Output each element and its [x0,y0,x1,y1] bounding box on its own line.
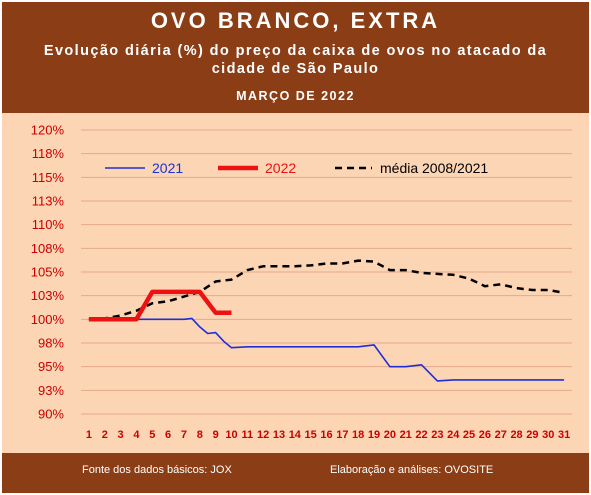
y-tick-label: 115% [32,170,65,185]
x-tick-label: 14 [289,429,302,441]
y-tick-label: 90% [38,407,64,422]
chart-subtitle: Evolução diária (%) do preço da caixa de… [43,43,548,77]
y-tick-label: 105% [31,265,65,280]
x-tick-label: 5 [149,429,155,441]
x-tick-label: 19 [368,429,380,441]
x-tick-label: 6 [165,429,171,441]
credit-text: Elaboração e análises: OVOSITE [330,464,494,476]
legend: 2021 2022 média 2008/2021 [105,160,488,176]
x-tick-label: 20 [384,429,396,441]
x-tick-label: 18 [352,429,364,441]
x-tick-label: 17 [336,429,348,441]
x-tick-label: 22 [415,429,427,441]
series-lines [88,259,565,382]
y-tick-label: 98% [38,336,64,351]
legend-label: 2022 [265,160,296,176]
y-tick-label: 103% [31,288,65,303]
x-tick-label: 31 [558,429,570,441]
legend-label: média 2008/2021 [380,160,488,176]
series-line [88,317,565,382]
x-tick-label: 23 [431,429,443,441]
x-tick-label: 15 [305,429,317,441]
x-tick-label: 4 [133,429,140,441]
x-tick-label: 25 [463,429,475,441]
x-axis-ticks: 1 2 3 4 5 6 7 8 9 10 11 12 13 14 15 16 17 18 19 20 21 22 23 24 2… [86,429,570,441]
x-tick-label: 2 [102,429,108,441]
y-tick-label: 120% [31,123,65,138]
chart-title: OVO BRANCO, EXTRA [150,8,441,33]
x-tick-label: 26 [479,429,491,441]
x-tick-label: 29 [526,429,538,441]
x-tick-label: 16 [320,429,332,441]
x-tick-label: 3 [118,429,124,441]
y-tick-label: 93% [38,383,64,398]
y-tick-label: 113% [32,194,65,209]
x-tick-label: 21 [400,429,412,441]
data-source: Fonte dos dados básicos: JOX [82,464,232,476]
y-tick-label: 108% [31,241,65,256]
chart-header: OVO BRANCO, EXTRA Evolução diária (%) do… [2,2,589,113]
x-tick-label: 27 [495,429,507,441]
chart-period: MARÇO DE 2022 [236,89,355,103]
x-tick-label: 1 [86,429,92,441]
x-tick-label: 30 [542,429,554,441]
grid-lines [81,129,572,415]
series-line [88,259,565,321]
x-tick-label: 9 [213,429,219,441]
x-tick-label: 10 [225,429,237,441]
series-line [88,289,232,322]
x-tick-label: 7 [181,429,187,441]
legend-label: 2021 [152,160,183,176]
y-tick-label: 110% [32,217,65,232]
y-axis-ticks: 90% 93% 95% 98% 100% 103% 105% 108% 110% 113% 115%… [31,123,65,422]
x-tick-label: 8 [197,429,203,441]
y-tick-label: 100% [31,312,65,327]
x-tick-label: 11 [241,429,253,441]
x-tick-label: 12 [257,429,269,441]
y-tick-label: 118% [32,146,65,161]
chart-footer: Fonte dos dados básicos: JOX Elaboração … [2,453,589,493]
x-tick-label: 28 [510,429,522,441]
x-tick-label: 13 [273,429,285,441]
x-tick-label: 24 [447,429,460,441]
y-tick-label: 95% [38,359,64,374]
